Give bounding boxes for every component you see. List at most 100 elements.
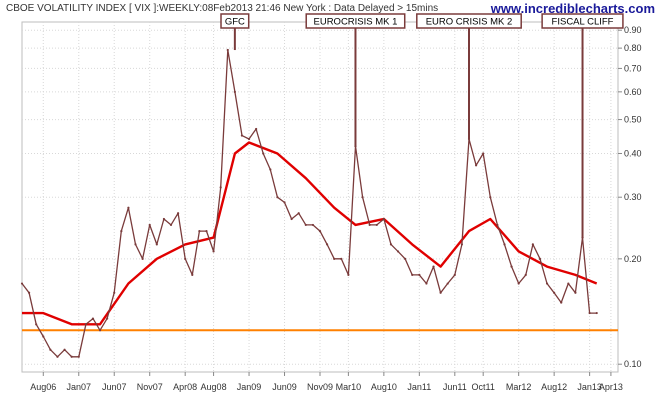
chart-title: CBOE VOLATILITY INDEX [ VIX ]:WEEKLY:08F… [6,3,438,14]
price-point [453,273,456,276]
annotation-label: EURO CRISIS MK 2 [426,17,513,28]
price-point [205,230,208,233]
y-tick-label: 0.10 [624,359,642,369]
price-series [20,48,598,358]
price-point [49,348,52,351]
price-point [240,134,244,137]
x-tick-label: Oct11 [472,382,495,392]
price-point [127,206,130,209]
price-point [545,282,549,285]
price-point [35,323,38,326]
price-point [141,257,144,260]
price-point [77,355,80,358]
grid [21,21,619,373]
annotations: GFC EUROCRISIS MK 1 EURO CRISIS MK 2 FISCAL… [220,13,624,238]
y-tick-label: 0.80 [624,43,642,53]
site-watermark: www.incrediblecharts.com [490,1,655,16]
price-point [106,317,109,320]
price-point [524,273,527,276]
price-point [446,282,449,285]
price-point [382,217,385,221]
price-point [340,257,343,260]
price-point [538,257,542,260]
x-tick-label: Nov09 [307,382,333,392]
price-point [176,212,180,215]
price-point [297,212,300,215]
x-tick-label: Jan09 [237,382,262,392]
price-point [368,223,371,227]
price-point [553,291,556,294]
price-point [503,243,506,246]
price-point [212,250,215,253]
annotation-label: EUROCRISIS MK 1 [314,17,398,28]
x-axis: Aug06 Jan07 Jun07 Nov07 Apr08 Aug08 Jan09 Jun09… [30,372,623,392]
price-point [425,282,428,285]
price-point [162,217,166,221]
x-tick-label: Jan11 [407,382,431,392]
price-point [474,164,478,167]
price-point [567,282,570,285]
price-point [283,201,286,204]
price-point [396,250,400,253]
price-point [531,243,534,246]
price-point [588,311,591,315]
price-point [98,329,102,332]
price-point [198,230,201,233]
price-point [276,196,279,199]
price-point [311,223,315,227]
y-tick-label: 0.20 [624,254,642,264]
price-point [510,265,513,268]
x-tick-label: Jan07 [66,382,91,392]
price-point [560,301,563,304]
x-tick-label: Apr13 [599,382,623,392]
price-point [184,257,187,260]
x-tick-label: Mar12 [506,382,532,392]
price-point [325,243,329,246]
x-tick-label: Jun11 [443,382,467,392]
price-point [255,127,258,131]
price-point [63,348,66,351]
price-point [56,355,59,358]
price-point [70,355,73,358]
x-tick-label: Nov07 [137,382,163,392]
annotation-box [305,13,406,29]
price-point [91,317,95,320]
price-point [411,273,414,276]
price-point [191,273,194,276]
price-point [155,243,158,246]
price-line [21,49,597,358]
price-point [120,230,123,233]
y-axis: 0.10 0.20 0.30 0.40 0.50 0.60 0.70 0.80 0.90 [618,25,642,369]
price-point [418,273,421,276]
x-tick-label: Aug06 [30,382,56,392]
price-point [496,223,499,227]
price-point [84,323,87,326]
annotation-box [220,13,250,29]
y-tick-label: 0.70 [624,63,642,73]
moving-average-series [22,141,598,326]
price-point [404,257,407,260]
price-point [595,311,598,315]
price-point [247,137,251,141]
price-point [219,186,222,189]
x-tick-label: Mar10 [336,382,362,392]
price-point [20,282,24,285]
price-point [290,217,293,221]
price-point [148,223,151,227]
x-tick-label: Aug08 [201,382,227,392]
price-point [361,196,364,199]
moving-average-line [22,141,598,326]
y-tick-label: 0.30 [624,192,642,202]
annotation-box [541,13,624,29]
price-point [169,223,173,227]
price-point [375,223,378,227]
price-point [233,90,236,93]
price-point [134,243,137,246]
price-point [27,291,31,294]
price-point [574,291,577,294]
price-point [432,265,435,268]
price-point [304,223,307,227]
price-point [389,243,393,246]
price-point [226,48,229,52]
